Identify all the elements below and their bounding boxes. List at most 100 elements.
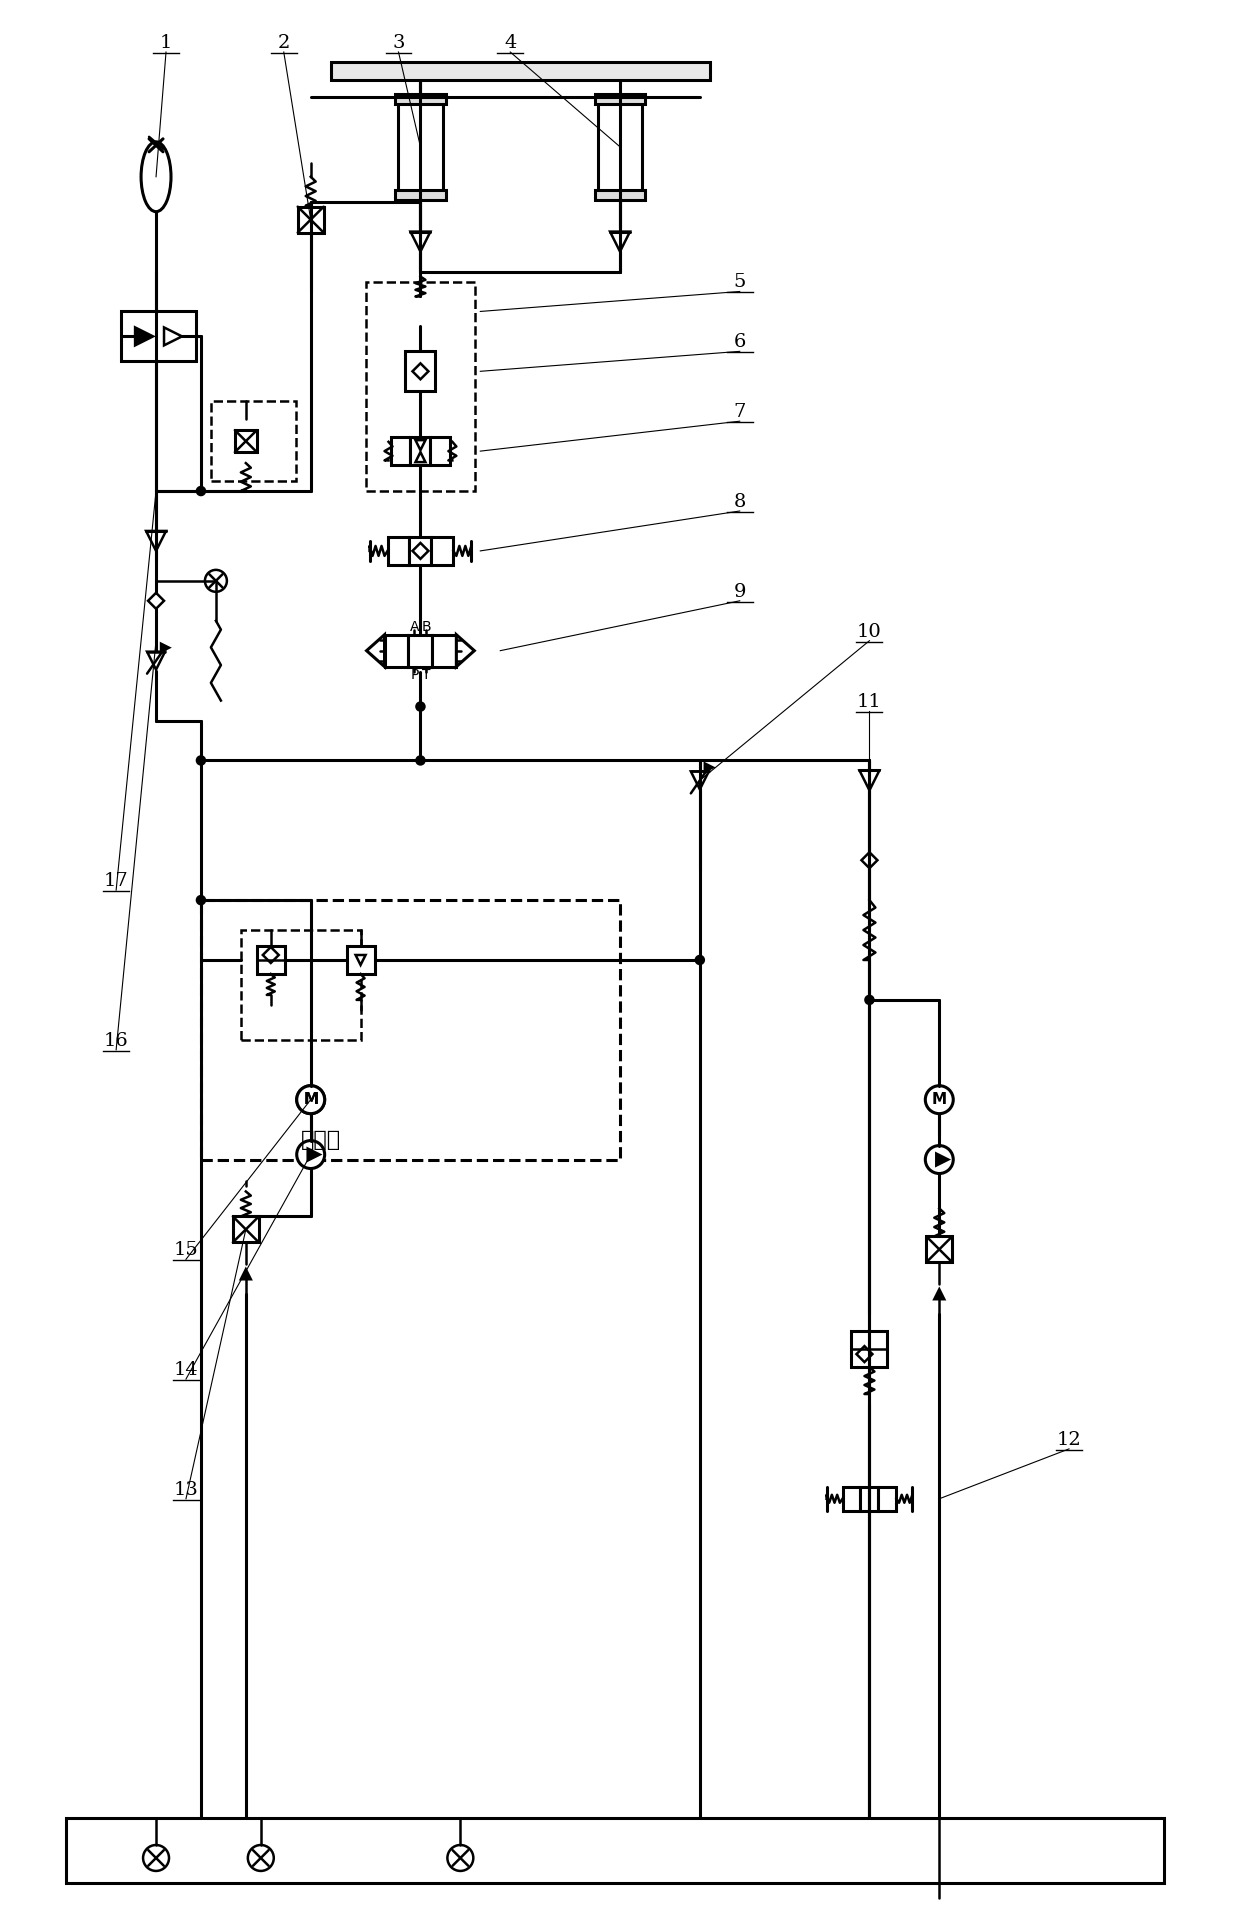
- Text: 14: 14: [174, 1362, 198, 1379]
- Text: 3: 3: [392, 34, 404, 51]
- Polygon shape: [164, 328, 182, 345]
- Polygon shape: [263, 948, 279, 963]
- Bar: [384, 635, 408, 667]
- Bar: [388, 538, 409, 564]
- Bar: [432, 538, 454, 564]
- Polygon shape: [413, 364, 429, 379]
- Text: 8: 8: [734, 494, 746, 511]
- Circle shape: [248, 1844, 274, 1871]
- Polygon shape: [413, 543, 429, 559]
- Bar: [66, 1817, 1164, 1882]
- Text: T: T: [422, 667, 430, 681]
- Circle shape: [448, 1844, 474, 1871]
- Bar: [298, 206, 324, 233]
- Polygon shape: [410, 231, 430, 252]
- Polygon shape: [936, 1154, 949, 1165]
- Polygon shape: [135, 328, 153, 345]
- Text: 11: 11: [857, 692, 882, 711]
- Polygon shape: [356, 955, 366, 965]
- Text: 1: 1: [160, 34, 172, 51]
- Bar: [233, 1217, 259, 1241]
- Bar: [234, 431, 257, 452]
- Polygon shape: [857, 1346, 873, 1362]
- Circle shape: [925, 1085, 954, 1114]
- Text: 12: 12: [1056, 1430, 1081, 1449]
- Bar: [408, 635, 433, 667]
- Polygon shape: [414, 305, 427, 317]
- Circle shape: [417, 757, 424, 765]
- Circle shape: [866, 995, 873, 1003]
- Bar: [403, 296, 439, 326]
- Text: 10: 10: [857, 624, 882, 641]
- Polygon shape: [146, 530, 166, 551]
- Bar: [201, 900, 620, 1159]
- Text: 2: 2: [278, 34, 290, 51]
- Polygon shape: [934, 1289, 945, 1299]
- Polygon shape: [691, 772, 709, 789]
- Bar: [842, 1487, 861, 1510]
- Text: 17: 17: [104, 871, 129, 891]
- Polygon shape: [704, 763, 713, 772]
- Circle shape: [417, 702, 424, 711]
- Bar: [861, 1487, 878, 1510]
- Polygon shape: [161, 645, 169, 652]
- Text: P: P: [410, 667, 419, 681]
- Bar: [122, 311, 196, 360]
- Bar: [926, 1236, 952, 1262]
- Polygon shape: [859, 770, 879, 789]
- Text: 4: 4: [503, 34, 516, 51]
- Text: 7: 7: [734, 402, 746, 421]
- Text: A: A: [409, 620, 419, 633]
- Polygon shape: [308, 1148, 320, 1161]
- Polygon shape: [415, 441, 425, 450]
- Text: 15: 15: [174, 1241, 198, 1259]
- Polygon shape: [148, 652, 165, 669]
- Bar: [257, 946, 285, 974]
- Bar: [852, 1331, 888, 1367]
- Polygon shape: [241, 1270, 250, 1280]
- Bar: [366, 282, 475, 490]
- Text: 6: 6: [734, 334, 746, 351]
- Text: 5: 5: [734, 273, 746, 292]
- Text: 13: 13: [174, 1480, 198, 1499]
- Bar: [331, 63, 709, 80]
- Bar: [594, 93, 646, 103]
- Bar: [396, 189, 446, 200]
- Bar: [391, 437, 410, 465]
- Circle shape: [143, 1844, 169, 1871]
- Circle shape: [197, 896, 205, 904]
- Polygon shape: [862, 852, 878, 868]
- Bar: [430, 437, 450, 465]
- Text: 9: 9: [734, 584, 746, 601]
- Polygon shape: [456, 635, 475, 667]
- Bar: [398, 101, 443, 193]
- Bar: [405, 351, 435, 391]
- Bar: [347, 946, 374, 974]
- Polygon shape: [367, 635, 384, 667]
- Text: B: B: [422, 620, 432, 633]
- Bar: [598, 101, 642, 193]
- Text: 机泵组: 机泵组: [300, 1129, 341, 1150]
- Circle shape: [925, 1146, 954, 1173]
- Circle shape: [197, 486, 205, 496]
- Circle shape: [205, 570, 227, 591]
- Text: M: M: [931, 1093, 947, 1108]
- Bar: [410, 437, 430, 465]
- Circle shape: [296, 1085, 325, 1114]
- Text: M: M: [303, 1093, 319, 1108]
- Polygon shape: [148, 593, 164, 608]
- Circle shape: [296, 1085, 325, 1114]
- Ellipse shape: [141, 141, 171, 212]
- Bar: [211, 400, 295, 481]
- Circle shape: [696, 955, 704, 963]
- Bar: [433, 635, 456, 667]
- Bar: [878, 1487, 897, 1510]
- Bar: [396, 93, 446, 103]
- Bar: [241, 931, 361, 1039]
- Bar: [594, 189, 646, 200]
- Circle shape: [197, 757, 205, 765]
- Circle shape: [296, 1140, 325, 1169]
- Text: M: M: [303, 1093, 319, 1108]
- Text: 16: 16: [104, 1032, 129, 1049]
- Polygon shape: [415, 452, 425, 461]
